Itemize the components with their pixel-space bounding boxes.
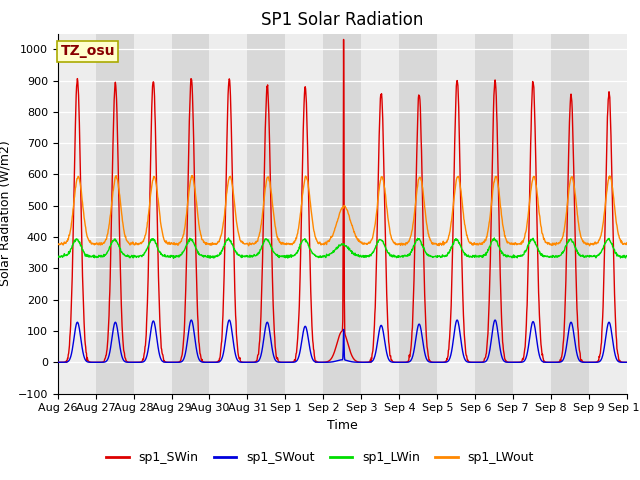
- sp1_LWin: [180, 247, 188, 252]
- Bar: [58, 34, 95, 394]
- sp1_LWin: [490, 235, 498, 241]
- Bar: [209, 34, 248, 394]
- sp1_LWin: [244, 254, 252, 260]
- Bar: [513, 34, 551, 394]
- sp1_LWout: [623, 240, 630, 246]
- sp1_SWin: [431, 360, 439, 365]
- Line: sp1_LWout: sp1_LWout: [58, 175, 627, 246]
- sp1_LWout: [431, 240, 439, 246]
- sp1_SWout: [556, 359, 564, 365]
- sp1_SWin: [244, 360, 252, 365]
- Y-axis label: Solar Radiation (W/m2): Solar Radiation (W/m2): [0, 141, 12, 287]
- sp1_SWin: [54, 360, 61, 365]
- sp1_SWin: [166, 360, 174, 365]
- sp1_LWout: [166, 241, 174, 247]
- sp1_LWout: [245, 243, 253, 249]
- sp1_LWout: [506, 240, 513, 246]
- Line: sp1_SWout: sp1_SWout: [58, 320, 627, 362]
- sp1_LWin: [431, 253, 439, 259]
- Text: TZ_osu: TZ_osu: [60, 45, 115, 59]
- sp1_SWin: [312, 360, 320, 365]
- sp1_SWout: [244, 360, 252, 365]
- sp1_LWout: [244, 242, 252, 248]
- sp1_LWout: [556, 240, 564, 246]
- sp1_SWin: [556, 358, 564, 364]
- sp1_SWin: [340, 36, 348, 42]
- sp1_SWout: [166, 360, 174, 365]
- Bar: [589, 34, 627, 394]
- sp1_LWin: [166, 254, 174, 260]
- sp1_LWout: [188, 172, 196, 178]
- sp1_LWin: [506, 254, 513, 260]
- Line: sp1_LWin: sp1_LWin: [58, 238, 627, 258]
- Bar: [362, 34, 399, 394]
- sp1_LWin: [170, 255, 177, 261]
- sp1_SWin: [623, 360, 630, 365]
- sp1_LWin: [54, 253, 61, 259]
- sp1_LWout: [180, 228, 188, 234]
- sp1_SWout: [623, 360, 630, 365]
- X-axis label: Time: Time: [327, 419, 358, 432]
- sp1_SWin: [506, 360, 513, 365]
- sp1_SWin: [180, 330, 188, 336]
- Bar: [437, 34, 476, 394]
- Title: SP1 Solar Radiation: SP1 Solar Radiation: [261, 11, 424, 29]
- sp1_SWout: [431, 360, 439, 365]
- sp1_SWout: [188, 317, 195, 323]
- sp1_SWout: [282, 360, 289, 365]
- sp1_SWout: [180, 355, 188, 360]
- Legend: sp1_SWin, sp1_SWout, sp1_LWin, sp1_LWout: sp1_SWin, sp1_SWout, sp1_LWin, sp1_LWout: [101, 446, 539, 469]
- sp1_SWout: [54, 360, 61, 365]
- sp1_LWin: [556, 252, 564, 258]
- sp1_LWout: [54, 241, 61, 247]
- Line: sp1_SWin: sp1_SWin: [58, 39, 627, 362]
- Bar: [285, 34, 323, 394]
- sp1_SWout: [506, 360, 513, 365]
- Bar: [134, 34, 172, 394]
- sp1_LWin: [623, 253, 630, 259]
